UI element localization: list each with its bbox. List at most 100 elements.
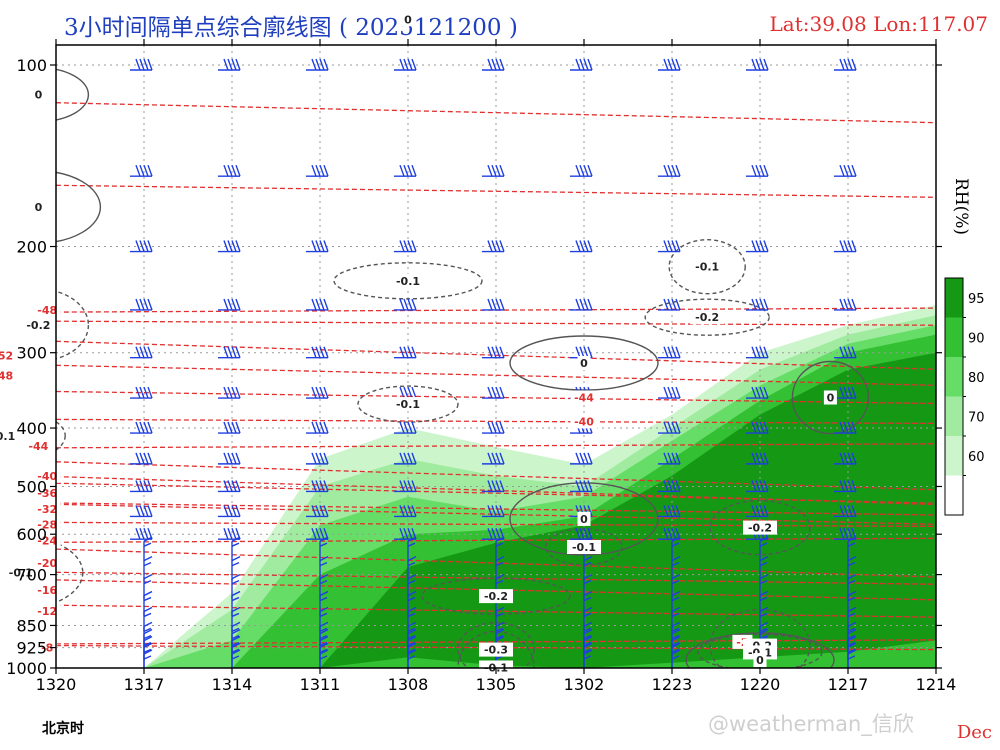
omega-label: 0 <box>31 87 45 102</box>
wind-barb <box>746 298 769 311</box>
isotherm-line <box>56 443 936 449</box>
wind-barb <box>834 452 857 465</box>
omega-contour <box>709 499 811 556</box>
isotherm-line <box>56 364 936 386</box>
wind-barb <box>218 452 241 465</box>
svg-text:-0.2: -0.2 <box>484 590 508 603</box>
omega-contour <box>56 290 90 360</box>
wind-barb <box>482 452 505 465</box>
wind-barb <box>658 346 681 359</box>
svg-text:-0.1: -0.1 <box>695 261 719 274</box>
wind-barb <box>306 346 329 359</box>
wind-barb <box>306 58 329 71</box>
omega-label: -0.1 <box>391 273 425 288</box>
temperature-label: -48 <box>33 303 61 318</box>
wind-barb <box>306 505 329 518</box>
wind-barb <box>671 649 681 668</box>
colorbar-tick-label: 70 <box>968 410 985 425</box>
x-tick-label: 1305 <box>476 675 517 694</box>
wind-barb <box>583 555 593 581</box>
svg-text:-20: -20 <box>37 557 57 570</box>
wind-barb <box>570 164 593 177</box>
svg-text:-40: -40 <box>37 470 57 483</box>
wind-barb <box>746 58 769 71</box>
wind-barb <box>834 480 857 493</box>
colorbar-segment <box>945 436 963 476</box>
isotherm-line <box>56 604 936 618</box>
x-tick-label: 1214 <box>916 675 957 694</box>
isotherm-line <box>56 521 936 528</box>
wind-barb <box>306 527 329 540</box>
wind-barb <box>834 346 857 359</box>
omega-contour <box>56 542 84 604</box>
omega-contour <box>56 420 66 451</box>
omega-label: -0.1 <box>391 397 425 412</box>
isotherm-line <box>56 482 936 504</box>
isotherm-line <box>56 503 936 525</box>
wind-barb <box>394 298 417 311</box>
contour-labels: -60-56-52-56-48-52-48-44-40-44-40-36-32-… <box>0 12 837 675</box>
omega-contour <box>644 298 770 336</box>
grid-layer <box>56 45 936 668</box>
wind-barb <box>847 649 857 668</box>
wind-barb <box>482 58 505 71</box>
wind-barb <box>394 505 417 518</box>
wind-barb <box>482 298 505 311</box>
omega-label: -0.2 <box>479 589 513 604</box>
svg-text:-44: -44 <box>28 440 48 453</box>
timezone-label: 北京时 <box>42 721 84 737</box>
wind-barb <box>658 164 681 177</box>
svg-text:-0.1: -0.1 <box>9 567 33 580</box>
omega-contour <box>697 633 823 668</box>
svg-text:0: 0 <box>580 513 588 526</box>
wind-barbs <box>130 58 857 668</box>
colorbar-segment <box>945 278 963 318</box>
wind-barb <box>394 480 417 493</box>
wind-barb <box>407 649 417 668</box>
wind-barb <box>218 527 241 540</box>
omega-contour <box>333 262 483 300</box>
wind-barb <box>746 346 769 359</box>
lat-lon-label: Lat:39.08 Lon:117.07 <box>769 12 988 36</box>
svg-text:-28: -28 <box>37 518 57 531</box>
wind-barb <box>746 480 769 493</box>
wind-barb <box>671 536 681 562</box>
omega-contour <box>791 360 870 435</box>
watermark: @weatherman_信欣 <box>708 712 914 736</box>
wind-barb <box>583 649 593 668</box>
wind-barb <box>407 555 417 581</box>
wind-barb <box>218 346 241 359</box>
omega-label: -0.1 <box>567 540 601 554</box>
isotherm-line <box>56 307 936 313</box>
wind-barb <box>231 649 241 668</box>
wind-barb <box>658 452 681 465</box>
omega-label: -0.2 <box>690 310 725 325</box>
wind-barb <box>130 505 153 518</box>
svg-text:-24: -24 <box>37 534 57 547</box>
wind-barb <box>746 421 769 434</box>
temperature-label: -8 <box>37 640 58 655</box>
y-tick-label: 850 <box>16 616 47 635</box>
wind-barb <box>482 480 505 493</box>
svg-text:-0.2: -0.2 <box>26 319 50 332</box>
temperature-label: -24 <box>33 533 61 548</box>
wind-barb <box>746 164 769 177</box>
isotherm-line <box>56 461 936 491</box>
wind-barb <box>570 480 593 493</box>
wind-barb <box>130 240 153 253</box>
wind-barb <box>570 58 593 71</box>
temperature-label: -44 <box>24 438 52 453</box>
wind-barb <box>759 536 769 562</box>
wind-barb <box>658 298 681 311</box>
wind-barb <box>482 346 505 359</box>
svg-text:0: 0 <box>580 357 588 370</box>
wind-barb <box>482 421 505 434</box>
wind-barb <box>130 421 153 434</box>
wind-barb <box>306 298 329 311</box>
wind-barb <box>746 386 769 399</box>
y-tick-label: 200 <box>16 238 47 257</box>
wind-barb <box>130 480 153 493</box>
temperature-contours <box>56 102 936 651</box>
wind-barb <box>306 421 329 434</box>
